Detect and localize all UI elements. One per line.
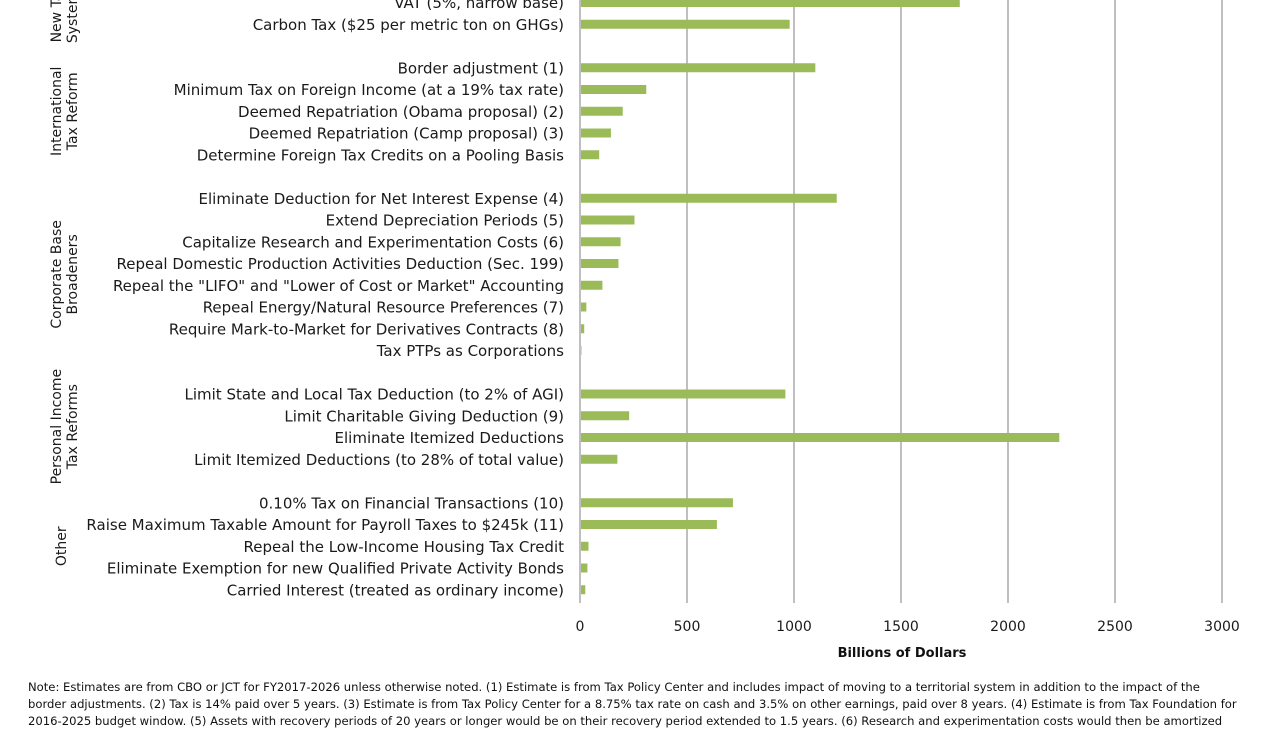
- group-label: Other: [54, 526, 70, 566]
- bar: [581, 0, 960, 7]
- note-line-3: 2016-2025 budget window. (5) Assets with…: [28, 713, 1258, 730]
- group-label: Corporate BaseBroadeners: [49, 220, 81, 329]
- category-label: Repeal Energy/Natural Resource Preferenc…: [203, 299, 564, 317]
- category-label: Raise Maximum Taxable Amount for Payroll…: [86, 516, 564, 534]
- bar: [581, 520, 717, 529]
- category-label: Capitalize Research and Experimentation …: [182, 233, 564, 251]
- category-label: Repeal Domestic Production Activities De…: [117, 255, 565, 273]
- group-label-line: International: [49, 67, 65, 156]
- bar: [581, 411, 629, 420]
- bar: [581, 216, 635, 225]
- group-label-line: Corporate Base: [49, 220, 65, 329]
- bar: [581, 303, 586, 312]
- x-tick-label: 0: [576, 619, 585, 635]
- category-label: Carbon Tax ($25 per metric ton on GHGs): [253, 16, 564, 34]
- group-label: InternationalTax Reform: [49, 67, 81, 156]
- group-label-line: Tax Reform: [65, 72, 81, 151]
- bar: [581, 237, 621, 246]
- x-tick-label: 1000: [776, 619, 812, 635]
- chart-note: Note: Estimates are from CBO or JCT for …: [28, 679, 1258, 730]
- bar: [581, 194, 837, 203]
- category-label: Eliminate Deduction for Net Interest Exp…: [199, 190, 564, 208]
- category-label: Repeal the "LIFO" and "Lower of Cost or …: [113, 277, 564, 295]
- x-tick-label: 2000: [990, 619, 1026, 635]
- category-label: Require Mark-to-Market for Derivatives C…: [169, 320, 564, 338]
- bar: [581, 129, 611, 138]
- category-label: Border adjustment (1): [398, 59, 564, 77]
- bar: [581, 564, 587, 573]
- bar: [581, 20, 790, 29]
- bar: [581, 107, 623, 116]
- group-label-line: Other: [54, 526, 70, 566]
- group-label-line: Personal Income: [49, 369, 65, 484]
- category-label: Determine Foreign Tax Credits on a Pooli…: [197, 146, 564, 164]
- bar: [581, 498, 733, 507]
- category-label: Eliminate Itemized Deductions: [335, 429, 565, 447]
- category-label: Tax PTPs as Corporations: [376, 342, 564, 360]
- bar: [581, 150, 599, 159]
- x-tick-label: 500: [674, 619, 701, 635]
- category-label: VAT (5%, narrow base): [394, 0, 564, 12]
- bar: [581, 259, 618, 268]
- bar: [581, 63, 815, 72]
- x-tick-label: 1500: [883, 619, 919, 635]
- x-tick-label: 3000: [1204, 619, 1240, 635]
- group-label: Personal IncomeTax Reforms: [49, 369, 81, 484]
- bar: [581, 324, 584, 333]
- bar: [581, 85, 646, 94]
- category-label: Repeal the Low-Income Housing Tax Credit: [243, 538, 564, 556]
- category-label: Limit Charitable Giving Deduction (9): [284, 407, 564, 425]
- bar: [581, 542, 588, 551]
- x-axis-title: Billions of Dollars: [838, 646, 967, 661]
- note-line-1: Note: Estimates are from CBO or JCT for …: [28, 679, 1258, 696]
- group-label-line: Systems: [65, 0, 81, 43]
- bar: [581, 390, 785, 399]
- category-label: Minimum Tax on Foreign Income (at a 19% …: [174, 81, 564, 99]
- bar: [581, 585, 585, 594]
- bar: [581, 433, 1059, 442]
- group-label: New TaxSystems: [49, 0, 81, 43]
- category-label: Deemed Repatriation (Camp proposal) (3): [249, 125, 564, 143]
- bar: [581, 455, 617, 464]
- bar: [581, 281, 602, 290]
- category-label: Limit State and Local Tax Deduction (to …: [185, 386, 565, 404]
- category-label: Limit Itemized Deductions (to 28% of tot…: [194, 451, 564, 469]
- category-label: Eliminate Exemption for new Qualified Pr…: [107, 560, 564, 578]
- category-label: Extend Depreciation Periods (5): [326, 212, 564, 230]
- group-label-line: Tax Reforms: [65, 384, 81, 470]
- note-line-2: border adjustments. (2) Tax is 14% paid …: [28, 696, 1258, 713]
- category-label: Deemed Repatriation (Obama proposal) (2): [238, 103, 564, 121]
- x-tick-label: 2500: [1097, 619, 1133, 635]
- category-label: 0.10% Tax on Financial Transactions (10): [259, 494, 564, 512]
- group-label-line: New Tax: [49, 0, 65, 42]
- group-label-line: Broadeners: [65, 234, 81, 314]
- category-label: Carried Interest (treated as ordinary in…: [227, 581, 564, 599]
